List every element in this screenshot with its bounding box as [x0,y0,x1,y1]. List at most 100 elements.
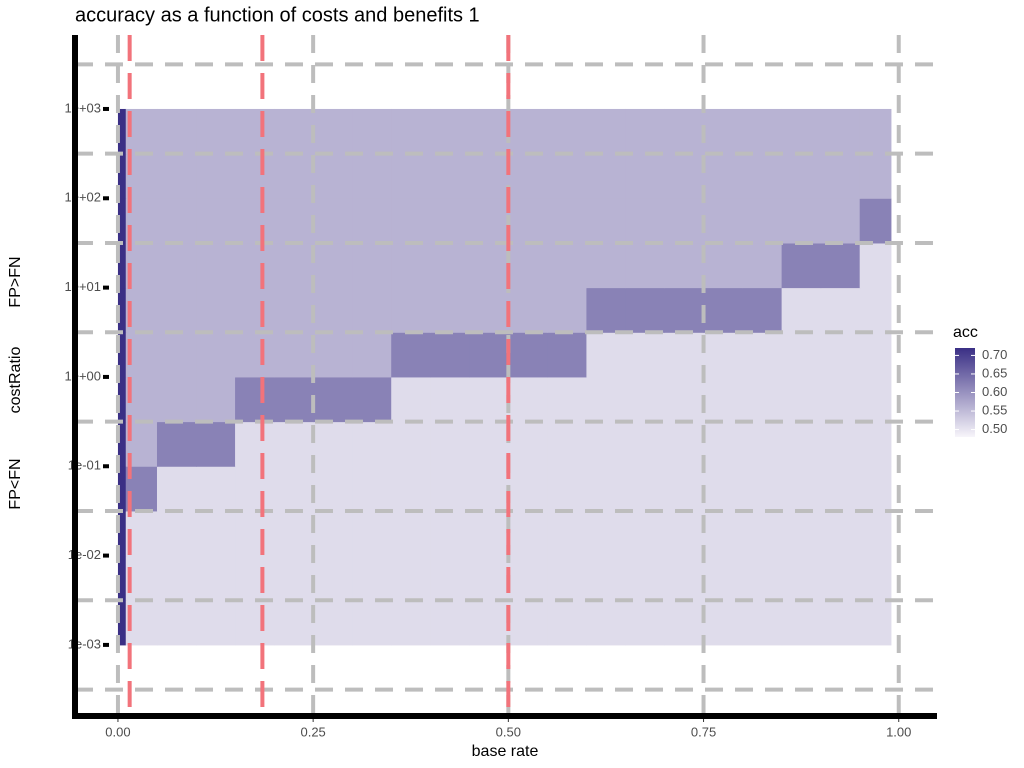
heat-cell [313,555,353,601]
heat-cell [391,600,431,646]
heat-cell [274,153,314,199]
heat-cell [352,376,392,423]
heat-cell [586,242,626,289]
heat-cell [703,421,744,467]
heat-cell [196,421,236,467]
heat-cell [703,600,744,646]
heat-cell [703,555,744,601]
heat-cell [859,376,892,423]
annotation: FP>FN [7,256,24,307]
heat-cell [703,466,744,512]
y-tick-label: 1e+00 [64,368,101,383]
heat-cell [703,108,744,155]
heat-cell [352,332,392,378]
heat-cell [313,332,353,378]
heat-cell [547,555,587,601]
heat-cell [391,332,431,378]
heat-cell [625,287,666,333]
heat-cell [625,555,666,601]
heat-cell [625,153,666,199]
heat-cell [781,332,822,378]
heat-cell [781,242,822,289]
heat-cell [703,332,744,378]
heat-cell [391,555,431,601]
y-tick-label: 1e+02 [64,190,101,205]
heat-cell [664,466,705,512]
heat-cell [235,198,275,244]
heat-cell [781,108,822,155]
heat-cell [586,376,626,423]
x-tick-label: 0.75 [691,724,716,739]
heat-cell [235,600,275,646]
heat-cell [430,555,470,601]
heat-cell [820,555,861,601]
grid [75,35,937,716]
heat-cell [859,108,892,155]
heat-cell [117,421,127,467]
heat-cell [235,510,275,557]
heat-cell [859,287,892,333]
heat-cell [196,376,236,423]
x-axis-label: base rate [472,743,539,760]
heat-cell [156,332,197,378]
heat-cell [235,421,275,467]
heat-cell [469,376,509,423]
heat-cell [586,421,626,467]
heat-cell [235,466,275,512]
heat-cell [156,600,197,646]
heat-cell [469,600,509,646]
heat-cell [508,466,548,512]
heat-cell [586,555,626,601]
heatmap [117,108,892,646]
heat-cell [117,510,127,557]
heat-cell [547,108,587,155]
heat-cell [859,153,892,199]
heat-cell [781,421,822,467]
heat-cell [547,198,587,244]
heat-cell [196,510,236,557]
heat-cell [352,198,392,244]
heat-cell [781,153,822,199]
heat-cell [742,332,783,378]
chart-title: accuracy as a function of costs and bene… [75,4,480,26]
x-tick-label: 0.25 [300,724,325,739]
heat-cell [235,332,275,378]
heat-cell [469,242,509,289]
heat-cell [430,242,470,289]
legend-label: 0.50 [982,421,1007,436]
heat-cell [742,466,783,512]
heat-cell [703,510,744,557]
heat-cell [547,466,587,512]
heat-cell [196,332,236,378]
heat-cell [625,376,666,423]
heat-cell [156,466,197,512]
heat-cell [117,153,127,199]
heat-cell [313,376,353,423]
heat-cell [430,421,470,467]
heat-cell [469,198,509,244]
heat-cell [547,600,587,646]
heat-cell [547,510,587,557]
heat-cell [664,332,705,378]
heat-cell [430,108,470,155]
heat-cell [508,376,548,423]
heat-cell [742,108,783,155]
heat-cell [469,466,509,512]
heat-cell [781,287,822,333]
heat-cell [391,421,431,467]
heat-cell [469,287,509,333]
x-tick-label: 1.00 [886,724,911,739]
heat-cell [274,242,314,289]
heat-cell [664,376,705,423]
heat-cell [430,287,470,333]
heat-cell [430,466,470,512]
annotation: FP<FN [7,458,24,509]
heat-cell [235,376,275,423]
legend-label: 0.55 [982,402,1007,417]
heat-cell [274,332,314,378]
heat-cell [430,600,470,646]
heat-cell [508,287,548,333]
heat-cell [469,108,509,155]
heat-cell [352,242,392,289]
